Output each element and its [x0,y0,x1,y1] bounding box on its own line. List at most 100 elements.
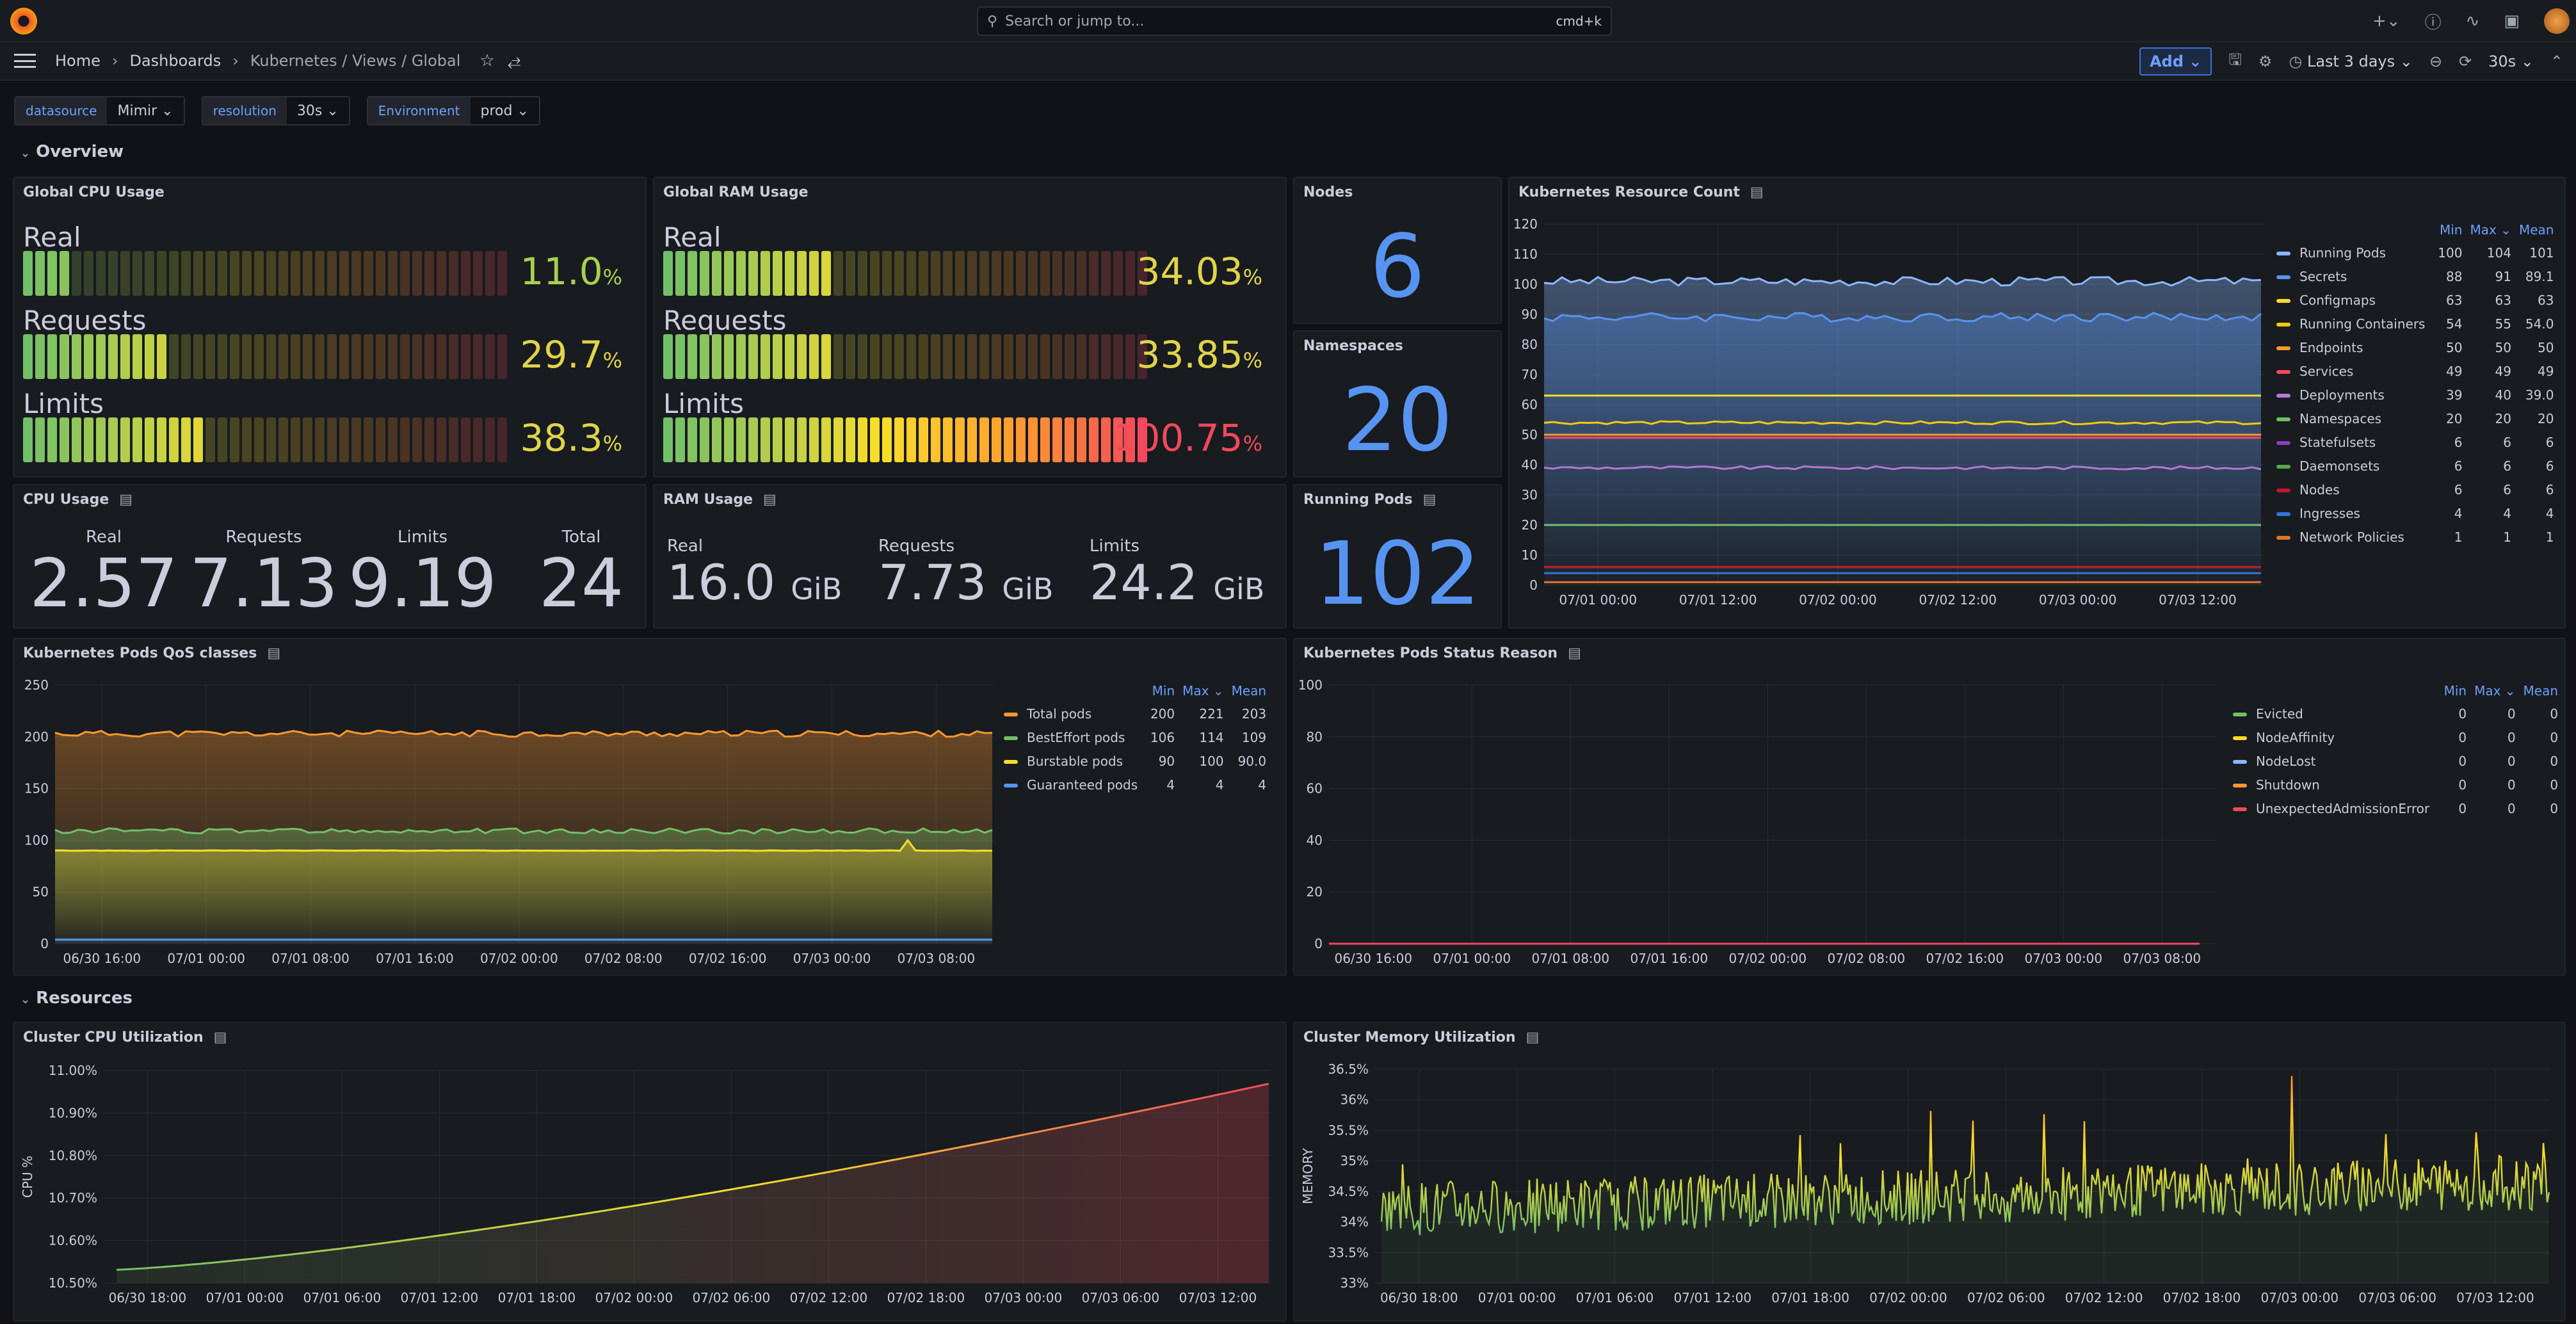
save-icon[interactable]: 🖫 [2228,50,2242,69]
legend-row[interactable]: Network Policies 1 1 1 [2273,525,2557,549]
legend-header[interactable]: Min [2439,222,2463,238]
gauge-cell-on [133,334,142,379]
gauge-cell-on [846,417,855,462]
legend-mean: 50 [2537,339,2554,355]
grafana-logo-icon[interactable] [10,8,37,35]
legend-row[interactable]: Services 49 49 49 [2273,359,2557,383]
refresh-interval-picker[interactable]: 30s ⌄ [2488,52,2534,70]
legend-row[interactable]: Running Containers 54 55 54.0 [2273,312,2557,335]
legend-row[interactable]: Namespaces 20 20 20 [2273,407,2557,430]
menu-icon[interactable] [14,54,36,68]
legend-row[interactable]: UnexpectedAdmissionError 0 0 0 [2229,796,2562,820]
gauge-cell-off [351,251,361,296]
legend-row[interactable]: Total pods 200 221 203 [1000,702,1270,725]
legend-row[interactable]: Burstable pods 90 100 90.0 [1000,749,1270,773]
variable-select[interactable]: Mimir ⌄ [107,97,184,124]
time-range-picker[interactable]: ◷ Last 3 days ⌄ [2289,52,2413,70]
new-icon[interactable]: +⌄ [2372,12,2401,31]
collapse-icon[interactable]: ⌃ [2550,52,2563,70]
breadcrumb-home[interactable]: Home [55,52,101,70]
help-icon[interactable]: ⓘ [2424,13,2442,33]
dock-icon[interactable]: ▣ [2504,12,2520,31]
link-icon[interactable]: ▤ [763,492,777,508]
gauge-cell-off [1125,251,1135,296]
zoom-out-icon[interactable]: ⊖ [2429,52,2442,70]
gauge-cell-on [1040,417,1050,462]
legend-row[interactable]: Endpoints 50 50 50 [2273,335,2557,359]
legend-header[interactable]: Mean [1231,683,1267,698]
legend-row[interactable]: Nodes 6 6 6 [2273,478,2557,501]
resource-6-line[interactable] [1543,465,2262,471]
gauge-cell-on [47,417,57,462]
y-tick-label: 40 [1522,457,1538,472]
stat-limits: Limits 9.19 [348,528,497,622]
legend-series-name: Running Containers [2299,316,2426,332]
row-overview[interactable]: ⌄ Overview [20,142,124,161]
cpu-line[interactable] [116,1083,1269,1271]
row-resources[interactable]: ⌄ Resources [20,989,133,1008]
qos-2-line[interactable] [54,838,993,852]
gauge-cell-off [955,251,965,296]
legend-row[interactable]: Deployments 39 40 39.0 [2273,383,2557,407]
legend-header[interactable]: Max ⌄ [1182,683,1224,698]
memory-line[interactable] [1380,1076,2550,1236]
chevron-down-icon: ⌄ [20,993,31,1006]
legend-mean: 54.0 [2525,316,2554,332]
gauge-cell-off [461,251,471,296]
legend-row[interactable]: Ingresses 4 4 4 [2273,501,2557,525]
legend-row[interactable]: Statefulsets 6 6 6 [2273,430,2557,454]
link-icon[interactable]: ▤ [213,1029,227,1045]
y-tick-label: 10 [1522,547,1538,563]
settings-icon[interactable]: ⚙ [2258,52,2273,70]
gauge-cell-on [761,334,770,379]
link-icon[interactable]: ▤ [1750,184,1764,200]
legend-row[interactable]: Shutdown 0 0 0 [2229,773,2562,796]
legend-row[interactable]: NodeLost 0 0 0 [2229,749,2562,773]
link-icon[interactable]: ▤ [267,645,281,661]
link-icon[interactable]: ▤ [1568,645,1581,661]
legend-row[interactable]: BestEffort pods 106 114 109 [1000,725,1270,749]
refresh-icon[interactable]: ⟳ [2458,52,2472,70]
bar-label: Requests [23,305,147,336]
news-icon[interactable]: ∿ [2465,12,2480,31]
avatar[interactable] [2544,8,2570,34]
legend-row[interactable]: Evicted 0 0 0 [2229,702,2562,725]
legend-header[interactable]: Max ⌄ [2474,683,2516,698]
legend-header[interactable]: Min [2443,683,2467,698]
legend-swatch [2233,760,2247,764]
legend-row[interactable]: Guaranteed pods 4 4 4 [1000,773,1270,796]
legend-header[interactable]: Min [1152,683,1175,698]
qos-0-line[interactable] [54,729,993,738]
share-icon[interactable]: ⥄ [507,51,521,70]
gauge-cell-off [1065,251,1074,296]
star-icon[interactable]: ☆ [479,51,495,70]
search-input[interactable]: ⚲ Search or jump to... cmd+k [977,6,1612,36]
search-shortcut: cmd+k [1556,13,1602,29]
legend-header[interactable]: Mean [2523,683,2559,698]
gauge-cell-off [1138,251,1147,296]
variable-select[interactable]: prod ⌄ [470,97,539,124]
resource-0-line[interactable] [1543,276,2262,287]
bar-value: 34.03% [1136,250,1262,293]
link-icon[interactable]: ▤ [1525,1029,1540,1045]
qos-1-line[interactable] [54,827,993,835]
x-tick-label: 07/01 16:00 [376,951,454,966]
panel-running-pods: Running Pods ▤ 102 [1293,484,1502,629]
legend-series-name: BestEffort pods [1027,729,1125,745]
legend-row[interactable]: Configmaps 63 63 63 [2273,288,2557,312]
resource-1-line[interactable] [1543,312,2262,323]
legend-row[interactable]: Running Pods 100 104 101 [2273,241,2557,264]
resource-3-line[interactable] [1543,420,2262,426]
legend-header[interactable]: Max ⌄ [2470,222,2511,238]
link-icon[interactable]: ▤ [119,492,133,508]
legend-row[interactable]: NodeAffinity 0 0 0 [2229,725,2562,749]
variable-select[interactable]: 30s ⌄ [286,97,349,124]
legend-row[interactable]: Daemonsets 6 6 6 [2273,454,2557,478]
link-icon[interactable]: ▤ [1422,492,1437,508]
breadcrumb-dashboards[interactable]: Dashboards [129,52,221,70]
gauge-cell-off [1052,251,1062,296]
add-button[interactable]: Add ⌄ [2139,47,2212,76]
legend-header[interactable]: Mean [2518,222,2554,238]
legend-row[interactable]: Secrets 88 91 89.1 [2273,264,2557,288]
legend-mean: 20 [2537,410,2554,426]
